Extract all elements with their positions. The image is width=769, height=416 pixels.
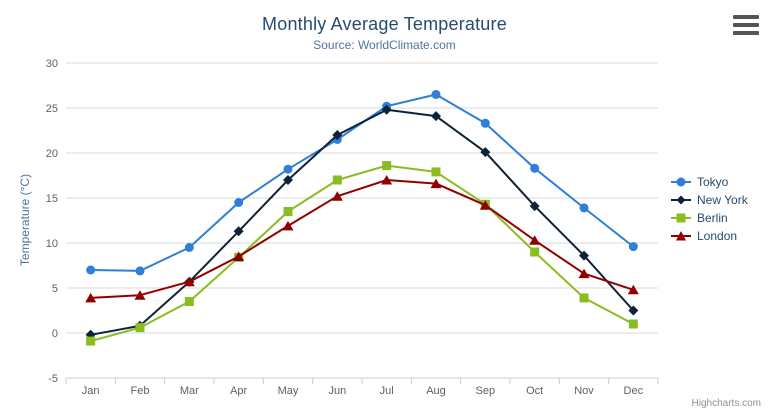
y-axis-tick-label: 0 [52,328,58,340]
data-point-london[interactable] [627,284,639,295]
legend-item-new-york[interactable]: New York [670,193,748,207]
legend-item-berlin[interactable]: Berlin [670,211,748,225]
data-point-tokyo[interactable] [184,243,194,252]
data-point-london[interactable] [134,290,146,300]
y-axis-tick-label: 10 [46,238,58,250]
x-axis-label: Sep [476,385,496,397]
x-axis-label: Feb [131,385,150,397]
data-point-new-york[interactable] [579,250,589,261]
data-point-berlin[interactable] [431,167,441,177]
square-series-marker-icon [671,213,691,223]
diamond-series-marker-icon [671,195,691,205]
x-axis-label: Jun [328,385,346,397]
x-axis-label: Oct [526,385,543,397]
x-axis-label: Apr [230,385,247,397]
data-point-new-york[interactable] [233,226,244,237]
data-point-berlin[interactable] [579,293,589,303]
chart-subtitle: Source: WorldClimate.com [313,38,456,52]
data-point-berlin[interactable] [135,323,145,333]
y-axis-tick-label: 15 [46,193,58,205]
y-axis-title: Temperature (°C) [18,173,32,267]
data-point-london[interactable] [85,292,97,303]
data-point-tokyo[interactable] [579,203,589,213]
legend-item-label: New York [697,193,748,207]
series-line-london [89,179,635,299]
data-point-london[interactable] [479,200,491,210]
circle-series-marker-icon [671,177,691,187]
data-point-berlin[interactable] [628,319,638,329]
data-point-london[interactable] [331,191,343,201]
legend-item-label: Berlin [697,211,728,225]
data-point-new-york[interactable] [381,104,392,115]
data-point-new-york[interactable] [431,111,441,122]
data-point-tokyo[interactable] [480,118,490,128]
data-point-new-york[interactable] [480,147,491,158]
hamburger-icon-bar [733,15,759,19]
x-axis-label: Mar [180,385,199,397]
legend-item-london[interactable]: London [670,229,748,243]
x-axis-label: Jul [380,385,394,397]
data-point-tokyo[interactable] [86,265,96,275]
data-point-tokyo[interactable] [431,90,441,99]
legend-item-tokyo[interactable]: Tokyo [670,175,748,189]
series-line-new-york [89,108,635,336]
data-point-tokyo[interactable] [628,242,638,252]
legend-item-label: Tokyo [697,175,729,189]
data-point-berlin[interactable] [332,175,342,185]
data-point-berlin[interactable] [184,297,194,306]
y-axis-tick-label: 25 [46,103,58,115]
data-point-london[interactable] [282,220,294,231]
data-point-tokyo[interactable] [283,164,293,174]
y-axis-tick-label: 30 [46,58,58,70]
data-point-new-york[interactable] [529,201,540,212]
data-point-london[interactable] [529,235,541,245]
hamburger-icon-bar [733,31,759,35]
data-point-berlin[interactable] [530,247,540,257]
y-axis-tick-label: -5 [48,373,58,385]
data-point-london[interactable] [430,178,442,189]
data-point-new-york[interactable] [332,130,343,140]
series-line-berlin [89,164,635,343]
data-point-london[interactable] [578,268,590,279]
x-axis-label: Nov [574,385,594,397]
data-point-london[interactable] [233,251,245,262]
data-point-tokyo[interactable] [135,266,145,276]
triangle-series-marker-icon [671,231,691,241]
hamburger-icon-bar [733,23,759,27]
legend-item-label: London [697,229,738,243]
export-menu-button[interactable] [733,15,759,35]
data-point-london[interactable] [183,276,195,287]
x-axis-label: May [278,385,299,397]
data-point-berlin[interactable] [283,207,293,216]
legend: Tokyo New York Berlin London [670,175,748,243]
y-axis-tick-label: 5 [52,283,58,295]
series-line-tokyo [89,93,635,272]
data-point-tokyo[interactable] [530,163,540,173]
data-point-london[interactable] [381,175,393,185]
data-point-new-york[interactable] [628,305,639,316]
data-point-berlin[interactable] [382,161,392,171]
data-point-new-york[interactable] [283,175,293,185]
x-axis-label: Dec [624,385,644,397]
y-axis-tick-label: 20 [46,148,58,160]
data-point-tokyo[interactable] [234,198,244,207]
credits-link[interactable]: Highcharts.com [691,398,761,409]
data-point-berlin[interactable] [86,336,96,346]
x-axis-label: Jan [82,385,100,397]
chart-title: Monthly Average Temperature [262,14,507,34]
x-axis-label: Aug [426,385,446,397]
